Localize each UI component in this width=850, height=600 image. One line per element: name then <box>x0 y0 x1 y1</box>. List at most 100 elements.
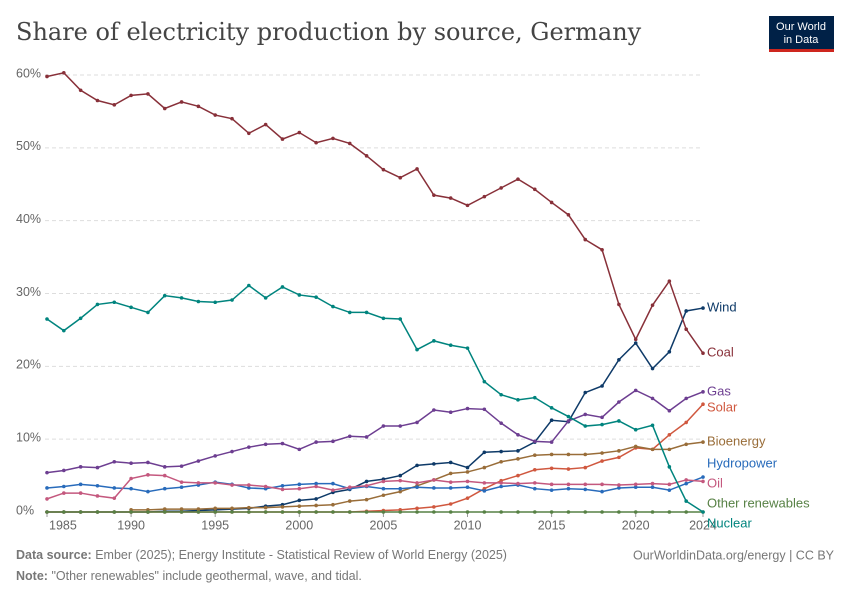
legend-label: Oil <box>707 475 723 490</box>
point <box>532 481 537 485</box>
point <box>432 510 436 514</box>
point <box>331 304 335 309</box>
point <box>448 471 453 476</box>
point <box>516 457 520 461</box>
point <box>45 74 49 79</box>
point <box>129 93 133 98</box>
point <box>213 481 218 485</box>
point <box>667 279 672 283</box>
point <box>297 510 302 514</box>
legend-label: Hydropower <box>707 455 778 470</box>
point <box>600 489 604 494</box>
point <box>667 465 672 469</box>
logo-text: in Data <box>784 34 820 46</box>
point <box>566 452 571 457</box>
series-line <box>46 284 704 513</box>
point <box>162 510 167 514</box>
point <box>516 473 520 478</box>
point <box>146 460 150 465</box>
point <box>684 396 688 401</box>
point <box>465 510 470 514</box>
point <box>499 484 503 489</box>
point <box>314 484 318 489</box>
point <box>297 293 302 297</box>
logo <box>769 16 834 52</box>
point <box>297 482 302 487</box>
point <box>314 510 318 514</box>
point <box>667 482 672 487</box>
point <box>600 384 604 388</box>
point <box>667 488 672 492</box>
point <box>516 432 520 437</box>
point <box>162 106 167 111</box>
point <box>432 408 436 412</box>
y-tick-label: 0% <box>16 503 34 517</box>
source-label: Data source: <box>16 548 92 562</box>
point <box>600 422 604 427</box>
point <box>549 466 554 471</box>
point <box>566 419 571 423</box>
point <box>398 317 403 321</box>
point <box>532 395 537 400</box>
point <box>633 427 638 432</box>
point <box>633 444 638 449</box>
point <box>650 485 655 490</box>
point <box>280 285 285 289</box>
point <box>45 470 49 475</box>
y-tick-label: 30% <box>16 285 41 299</box>
point <box>196 299 201 304</box>
point <box>617 357 621 362</box>
point <box>650 396 655 401</box>
point <box>314 503 318 508</box>
point <box>415 481 419 485</box>
point <box>583 424 588 428</box>
point <box>499 392 503 397</box>
point <box>667 432 672 437</box>
point <box>549 488 554 492</box>
point <box>532 187 537 192</box>
point <box>314 497 318 501</box>
point <box>95 465 100 470</box>
point <box>162 507 167 511</box>
point <box>213 506 218 511</box>
point <box>482 481 487 485</box>
point <box>230 298 234 302</box>
point <box>213 454 218 458</box>
point <box>62 510 66 514</box>
point <box>667 447 672 452</box>
point <box>247 486 251 490</box>
note-text: "Other renewables" include geothermal, w… <box>51 569 361 583</box>
point <box>129 305 133 310</box>
point <box>583 452 588 457</box>
point <box>364 310 369 315</box>
point <box>448 510 453 514</box>
point <box>230 510 234 514</box>
point <box>381 479 386 484</box>
point <box>297 498 302 503</box>
point <box>583 412 588 417</box>
point <box>633 510 638 514</box>
point <box>331 502 335 507</box>
point <box>263 296 268 300</box>
point <box>162 473 167 478</box>
point <box>146 510 150 514</box>
point <box>129 461 133 466</box>
point <box>617 400 621 404</box>
point <box>633 388 638 393</box>
source: Data source: Ember (2025); Energy Instit… <box>16 548 507 562</box>
point <box>701 351 705 356</box>
point <box>566 213 571 217</box>
point <box>650 303 655 307</box>
point <box>617 449 621 453</box>
point <box>684 309 688 313</box>
logo-bar <box>769 49 834 52</box>
point <box>415 463 419 468</box>
series-line <box>131 441 704 511</box>
point <box>347 141 352 146</box>
y-tick-label: 20% <box>16 358 41 372</box>
point <box>432 486 436 490</box>
point <box>448 343 453 348</box>
point <box>499 510 503 514</box>
point <box>62 71 66 75</box>
point <box>398 478 403 483</box>
